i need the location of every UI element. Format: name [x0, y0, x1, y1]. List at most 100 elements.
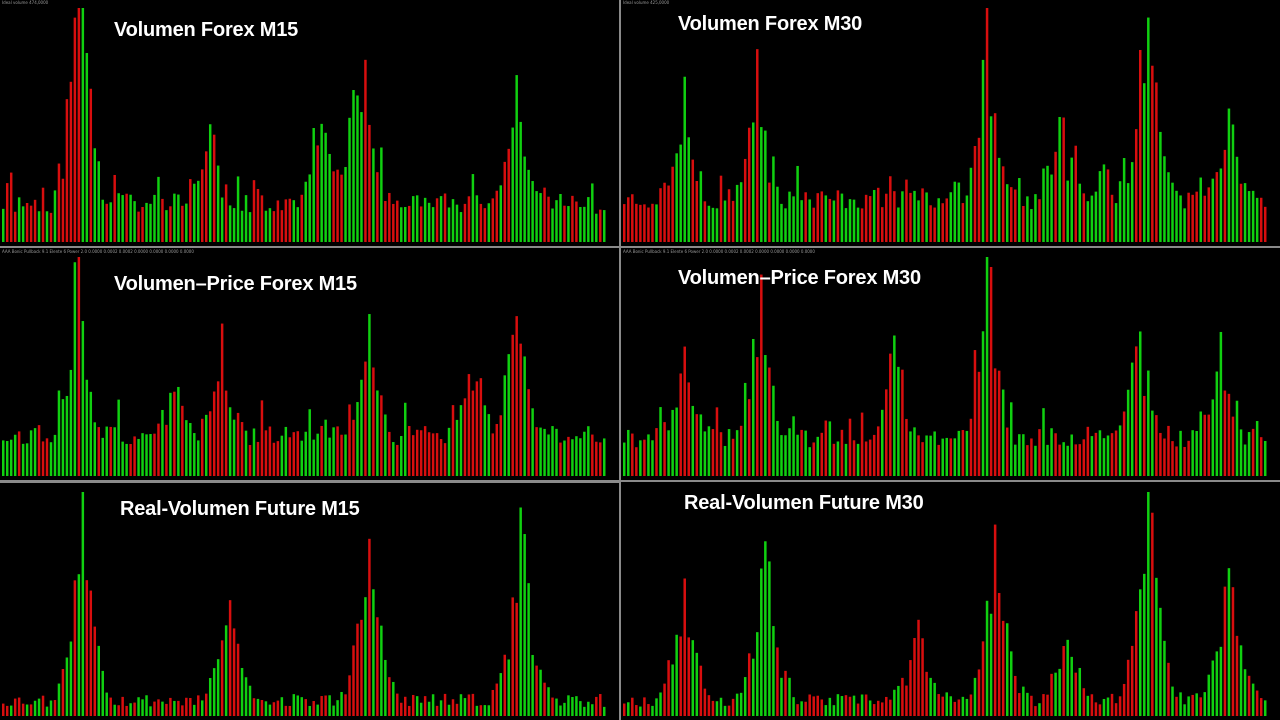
horizontal-divider-left-1[interactable]: [0, 246, 619, 248]
volume-bar: [981, 59, 985, 243]
panel-real-volumen-future-m30[interactable]: Real-Volumen Future M30: [621, 484, 1280, 720]
volume-bar: [272, 702, 276, 716]
volume-bar: [256, 441, 260, 476]
volume-bar: [1106, 435, 1110, 476]
volume-bar: [1005, 184, 1009, 242]
volume-bar: [77, 8, 81, 242]
volume-bar: [643, 204, 646, 242]
volume-bar: [288, 198, 292, 242]
volume-bar: [961, 430, 965, 476]
volume-bar: [1026, 692, 1029, 716]
volume-bar: [832, 443, 836, 476]
panel-title: Real-Volumen Future M30: [684, 492, 924, 514]
volume-bar: [93, 626, 97, 716]
volume-bar: [149, 203, 152, 242]
volume-bar: [33, 199, 37, 242]
volume-bar: [276, 441, 280, 476]
volume-bar: [1054, 433, 1057, 476]
volume-bar: [93, 422, 97, 476]
volume-bar: [292, 432, 296, 476]
horizontal-divider-right-1[interactable]: [621, 246, 1280, 248]
volume-bar: [105, 692, 108, 716]
volume-bar: [531, 408, 534, 476]
volume-bar: [901, 677, 904, 716]
volume-bar: [404, 696, 407, 716]
volume-bar: [503, 654, 506, 716]
vertical-divider[interactable]: [619, 0, 621, 720]
volume-bar: [121, 441, 124, 476]
volume-bar: [897, 207, 900, 242]
horizontal-divider-left-2[interactable]: [0, 480, 619, 483]
volume-bar: [840, 696, 844, 716]
panel-volumen-forex-m15[interactable]: Ideal volume 474,0000 Volumen Forex M15: [0, 0, 619, 246]
volume-bar: [957, 699, 961, 716]
volume-bar: [368, 124, 371, 242]
volume-bar: [193, 704, 196, 716]
volume-bar: [715, 407, 719, 476]
volume-bar: [953, 701, 957, 716]
volume-bar: [157, 699, 160, 716]
volume-bar: [507, 148, 510, 242]
volume-bar: [599, 694, 602, 716]
volume-bar: [1001, 389, 1005, 476]
volume-bar: [1098, 171, 1102, 242]
volume-bar: [965, 195, 969, 242]
volume-bar: [836, 441, 840, 476]
volume-bar: [941, 696, 944, 716]
volume-bar: [137, 211, 140, 242]
volume-bar: [49, 442, 53, 476]
volume-bar: [856, 443, 860, 476]
volume-bar: [145, 202, 148, 242]
volume-bar: [743, 382, 747, 476]
volume-bar: [236, 643, 240, 716]
volume-bar: [579, 701, 582, 716]
panel-title: Volumen–Price Forex M15: [114, 273, 357, 295]
volume-bar: [13, 698, 17, 716]
volume-bar: [201, 418, 204, 476]
volume-bar: [1098, 430, 1102, 476]
volume-bar: [244, 195, 248, 242]
volume-bar: [949, 438, 953, 476]
panel-volumen-price-forex-m30[interactable]: AAA Bonic Pullback 9.1 Elente 6 Power 2.…: [621, 249, 1280, 480]
volume-bar: [435, 433, 439, 476]
volume-bar: [675, 634, 678, 716]
volume-bar: [1058, 668, 1061, 716]
volume-bar: [415, 195, 419, 242]
volume-bar: [435, 705, 439, 716]
volume-bar: [29, 430, 33, 476]
volume-bar: [937, 444, 940, 476]
volume-bar: [969, 418, 973, 476]
volume-bar: [129, 444, 132, 476]
panel-volumen-price-forex-m15[interactable]: AAA Bonic Pullback 9.1 Elente 6 Power 2.…: [0, 249, 619, 480]
panel-real-volumen-future-m15[interactable]: Real-Volumen Future M15: [0, 484, 619, 720]
volume-bar: [945, 437, 948, 476]
volume-bar: [415, 696, 419, 716]
volume-bar: [559, 442, 562, 476]
volume-bar: [117, 399, 120, 476]
volume-bar: [804, 192, 807, 242]
volume-bar: [780, 203, 783, 242]
volume-bar: [13, 434, 17, 476]
volume-bar: [495, 423, 499, 476]
volume-bar: [591, 704, 594, 716]
volume-bar: [1058, 116, 1061, 242]
volume-bar: [396, 444, 399, 476]
volume-bar: [97, 161, 100, 242]
volume-bar: [1126, 389, 1130, 476]
volume-bar: [268, 426, 272, 476]
volume-bar: [683, 578, 686, 716]
volume-bar: [739, 425, 743, 476]
volume-bar: [925, 192, 928, 242]
volume-bar: [376, 390, 379, 476]
volume-bar: [1130, 645, 1134, 716]
volume-bar: [1155, 82, 1158, 242]
volume-bar: [707, 695, 711, 716]
panel-volumen-forex-m30[interactable]: Ideal volume 425,0000 Volumen Forex M30: [621, 0, 1280, 246]
volume-bar: [364, 59, 367, 243]
volume-bar: [324, 695, 327, 716]
volume-bar: [973, 350, 977, 476]
volume-bar: [531, 181, 534, 242]
horizontal-divider-right-2[interactable]: [621, 480, 1280, 482]
volume-bar: [631, 433, 634, 476]
volume-bar: [764, 355, 767, 476]
